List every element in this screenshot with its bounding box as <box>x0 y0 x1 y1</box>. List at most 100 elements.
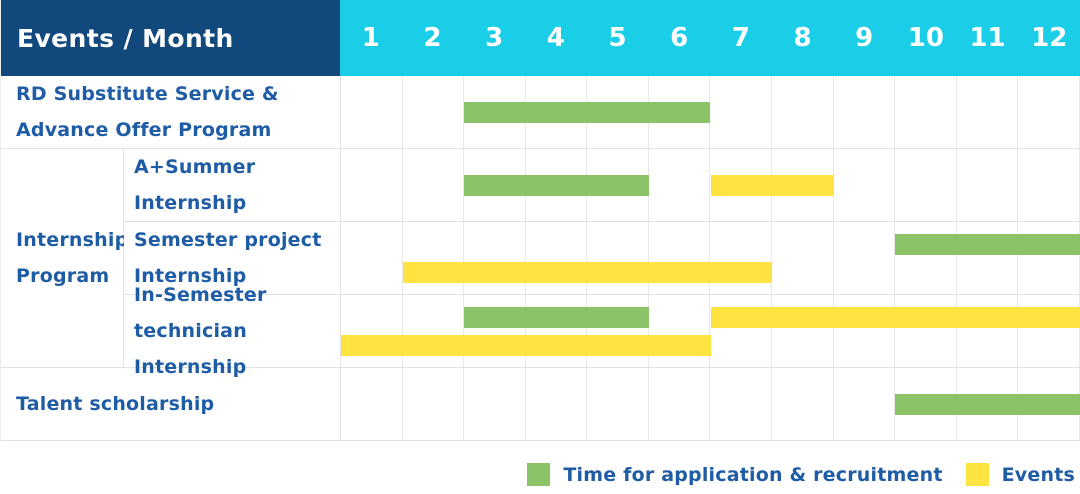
group-label: Internship Program <box>1 149 128 368</box>
month-header-cells: 1 2 3 4 5 6 7 8 9 10 11 12 <box>340 0 1080 76</box>
gantt-bar-events <box>402 262 773 283</box>
month-gridline <box>403 222 465 294</box>
month-gridline <box>403 76 465 148</box>
table-row: A+Summer Internship <box>124 149 1080 222</box>
legend-item-application: Time for application & recruitment <box>527 463 942 486</box>
gantt-bar-events <box>710 175 834 196</box>
month-gridline <box>772 76 834 148</box>
table-row: Semester project Internship <box>124 222 1080 295</box>
row-chart-area <box>340 149 1080 221</box>
month-gridline <box>526 222 588 294</box>
month-gridline <box>341 222 403 294</box>
month-gridline <box>710 295 773 367</box>
legend-swatch-events <box>965 463 989 486</box>
month-gridline <box>1018 295 1080 367</box>
month-gridline <box>957 149 1019 221</box>
legend-label: Events <box>1001 463 1075 486</box>
row-label: A+Summer Internship <box>134 156 256 214</box>
month-gridline <box>341 368 403 440</box>
gantt-bar-events <box>341 335 711 356</box>
month-gridline <box>587 368 649 440</box>
legend: Time for application & recruitment Events <box>0 441 1080 494</box>
row-label: In-Semester technician Internship <box>134 284 267 378</box>
month-gridline <box>895 149 957 221</box>
month-gridline <box>341 76 403 148</box>
month-gridline <box>957 295 1019 367</box>
month-label: 12 <box>1031 23 1068 53</box>
month-gridline <box>834 222 896 294</box>
month-gridline <box>1018 149 1080 221</box>
month-gridline <box>464 368 526 440</box>
month-gridline <box>649 222 711 294</box>
month-gridline <box>834 368 896 440</box>
table-row: Talent scholarship <box>1 368 1080 441</box>
month-gridline <box>649 149 711 221</box>
gantt-bar-application <box>464 175 649 196</box>
row-label: Talent scholarship <box>16 393 215 415</box>
month-label: 8 <box>793 23 812 53</box>
month-gridline <box>1018 222 1080 294</box>
table-row: In-Semester technician Internship <box>124 284 1080 378</box>
month-gridline <box>895 76 957 148</box>
month-gridline <box>403 368 465 440</box>
month-gridline <box>464 295 526 367</box>
row-chart-area <box>340 76 1080 148</box>
month-gridline <box>772 295 834 367</box>
month-gridline <box>710 368 773 440</box>
month-label: 5 <box>608 23 627 53</box>
month-gridline <box>403 295 465 367</box>
month-gridline <box>834 295 896 367</box>
internship-program-group: Internship Program A+Summer Internship Semes… <box>1 149 1080 378</box>
events-month-header-cell: Events / Month <box>1 0 340 76</box>
month-gridline <box>710 76 773 148</box>
month-label: 9 <box>855 23 874 53</box>
month-gridline <box>957 222 1019 294</box>
row-label: Semester project Internship <box>134 229 322 287</box>
month-gridline <box>957 76 1019 148</box>
gantt-bar-application <box>895 394 1080 415</box>
legend-label: Time for application & recruitment <box>563 463 943 486</box>
month-label: 10 <box>907 23 944 53</box>
month-gridline <box>772 222 834 294</box>
month-gridline <box>772 368 834 440</box>
month-label: 4 <box>546 23 565 53</box>
gantt-bar-events <box>710 307 1080 328</box>
month-gridline <box>403 149 465 221</box>
month-label: 3 <box>485 23 504 53</box>
gantt-bar-application <box>895 234 1080 255</box>
month-label: 1 <box>361 23 380 53</box>
month-label: 2 <box>423 23 442 53</box>
month-gridline <box>649 368 711 440</box>
month-label: 6 <box>670 23 689 53</box>
month-gridline <box>895 222 957 294</box>
group-sub-rows: A+Summer Internship Semester project Intern… <box>124 149 1080 378</box>
table-header-row: Events / Month 1 2 3 4 5 6 7 8 9 10 11 12 <box>1 0 1080 76</box>
month-gridline <box>341 149 403 221</box>
schedule-table: Events / Month 1 2 3 4 5 6 7 8 9 10 11 12 RD Substi… <box>0 0 1080 441</box>
month-gridline <box>834 76 896 148</box>
legend-swatch-application <box>527 463 551 486</box>
gantt-bar-application <box>464 307 649 328</box>
month-gridline <box>587 222 649 294</box>
row-chart-area <box>340 222 1080 294</box>
month-gridline <box>1018 76 1080 148</box>
row-label: RD Substitute Service & Advance Offer Pro… <box>16 83 279 141</box>
month-gridline <box>649 295 711 367</box>
table-row: RD Substitute Service & Advance Offer Pro… <box>1 76 1080 149</box>
legend-item-events: Events <box>965 463 1075 486</box>
month-gridline <box>526 295 588 367</box>
table-body: RD Substitute Service & Advance Offer Pro… <box>1 76 1080 441</box>
gantt-bar-application <box>464 102 711 123</box>
month-gridline <box>834 149 896 221</box>
month-label: 11 <box>969 23 1006 53</box>
month-label: 7 <box>731 23 750 53</box>
month-gridline <box>587 295 649 367</box>
row-chart-area <box>340 295 1080 367</box>
month-gridline <box>464 222 526 294</box>
month-gridline <box>341 295 403 367</box>
month-gridline <box>526 368 588 440</box>
month-gridline <box>895 295 957 367</box>
month-gridline <box>710 222 773 294</box>
row-chart-area <box>340 368 1080 440</box>
